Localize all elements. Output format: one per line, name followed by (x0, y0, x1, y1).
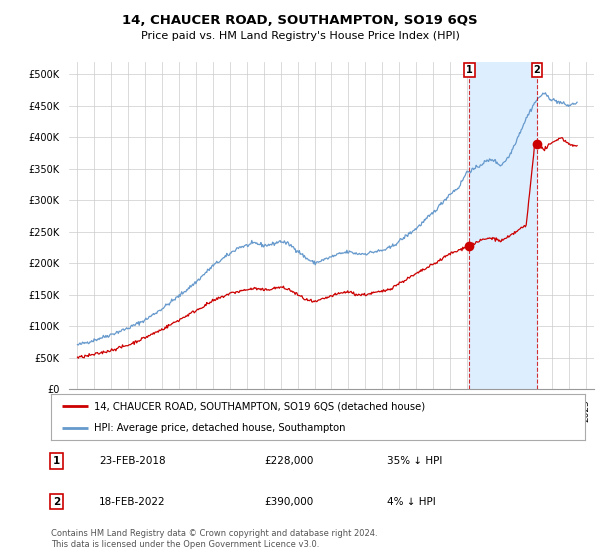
Text: Contains HM Land Registry data © Crown copyright and database right 2024.
This d: Contains HM Land Registry data © Crown c… (51, 529, 377, 549)
Text: Price paid vs. HM Land Registry's House Price Index (HPI): Price paid vs. HM Land Registry's House … (140, 31, 460, 41)
Text: 14, CHAUCER ROAD, SOUTHAMPTON, SO19 6QS (detached house): 14, CHAUCER ROAD, SOUTHAMPTON, SO19 6QS … (94, 401, 425, 411)
Bar (469, 62, 537, 389)
Text: £228,000: £228,000 (265, 456, 314, 466)
Text: 23-FEB-2018: 23-FEB-2018 (99, 456, 166, 466)
Text: 4% ↓ HPI: 4% ↓ HPI (388, 497, 436, 507)
Text: 1: 1 (53, 456, 60, 466)
Text: HPI: Average price, detached house, Southampton: HPI: Average price, detached house, Sout… (94, 423, 345, 433)
Text: £390,000: £390,000 (265, 497, 314, 507)
Text: 2: 2 (533, 66, 541, 76)
Text: 1: 1 (466, 66, 473, 76)
Text: 35% ↓ HPI: 35% ↓ HPI (388, 456, 443, 466)
Text: 2: 2 (53, 497, 60, 507)
Text: 18-FEB-2022: 18-FEB-2022 (99, 497, 166, 507)
Text: 14, CHAUCER ROAD, SOUTHAMPTON, SO19 6QS: 14, CHAUCER ROAD, SOUTHAMPTON, SO19 6QS (122, 14, 478, 27)
